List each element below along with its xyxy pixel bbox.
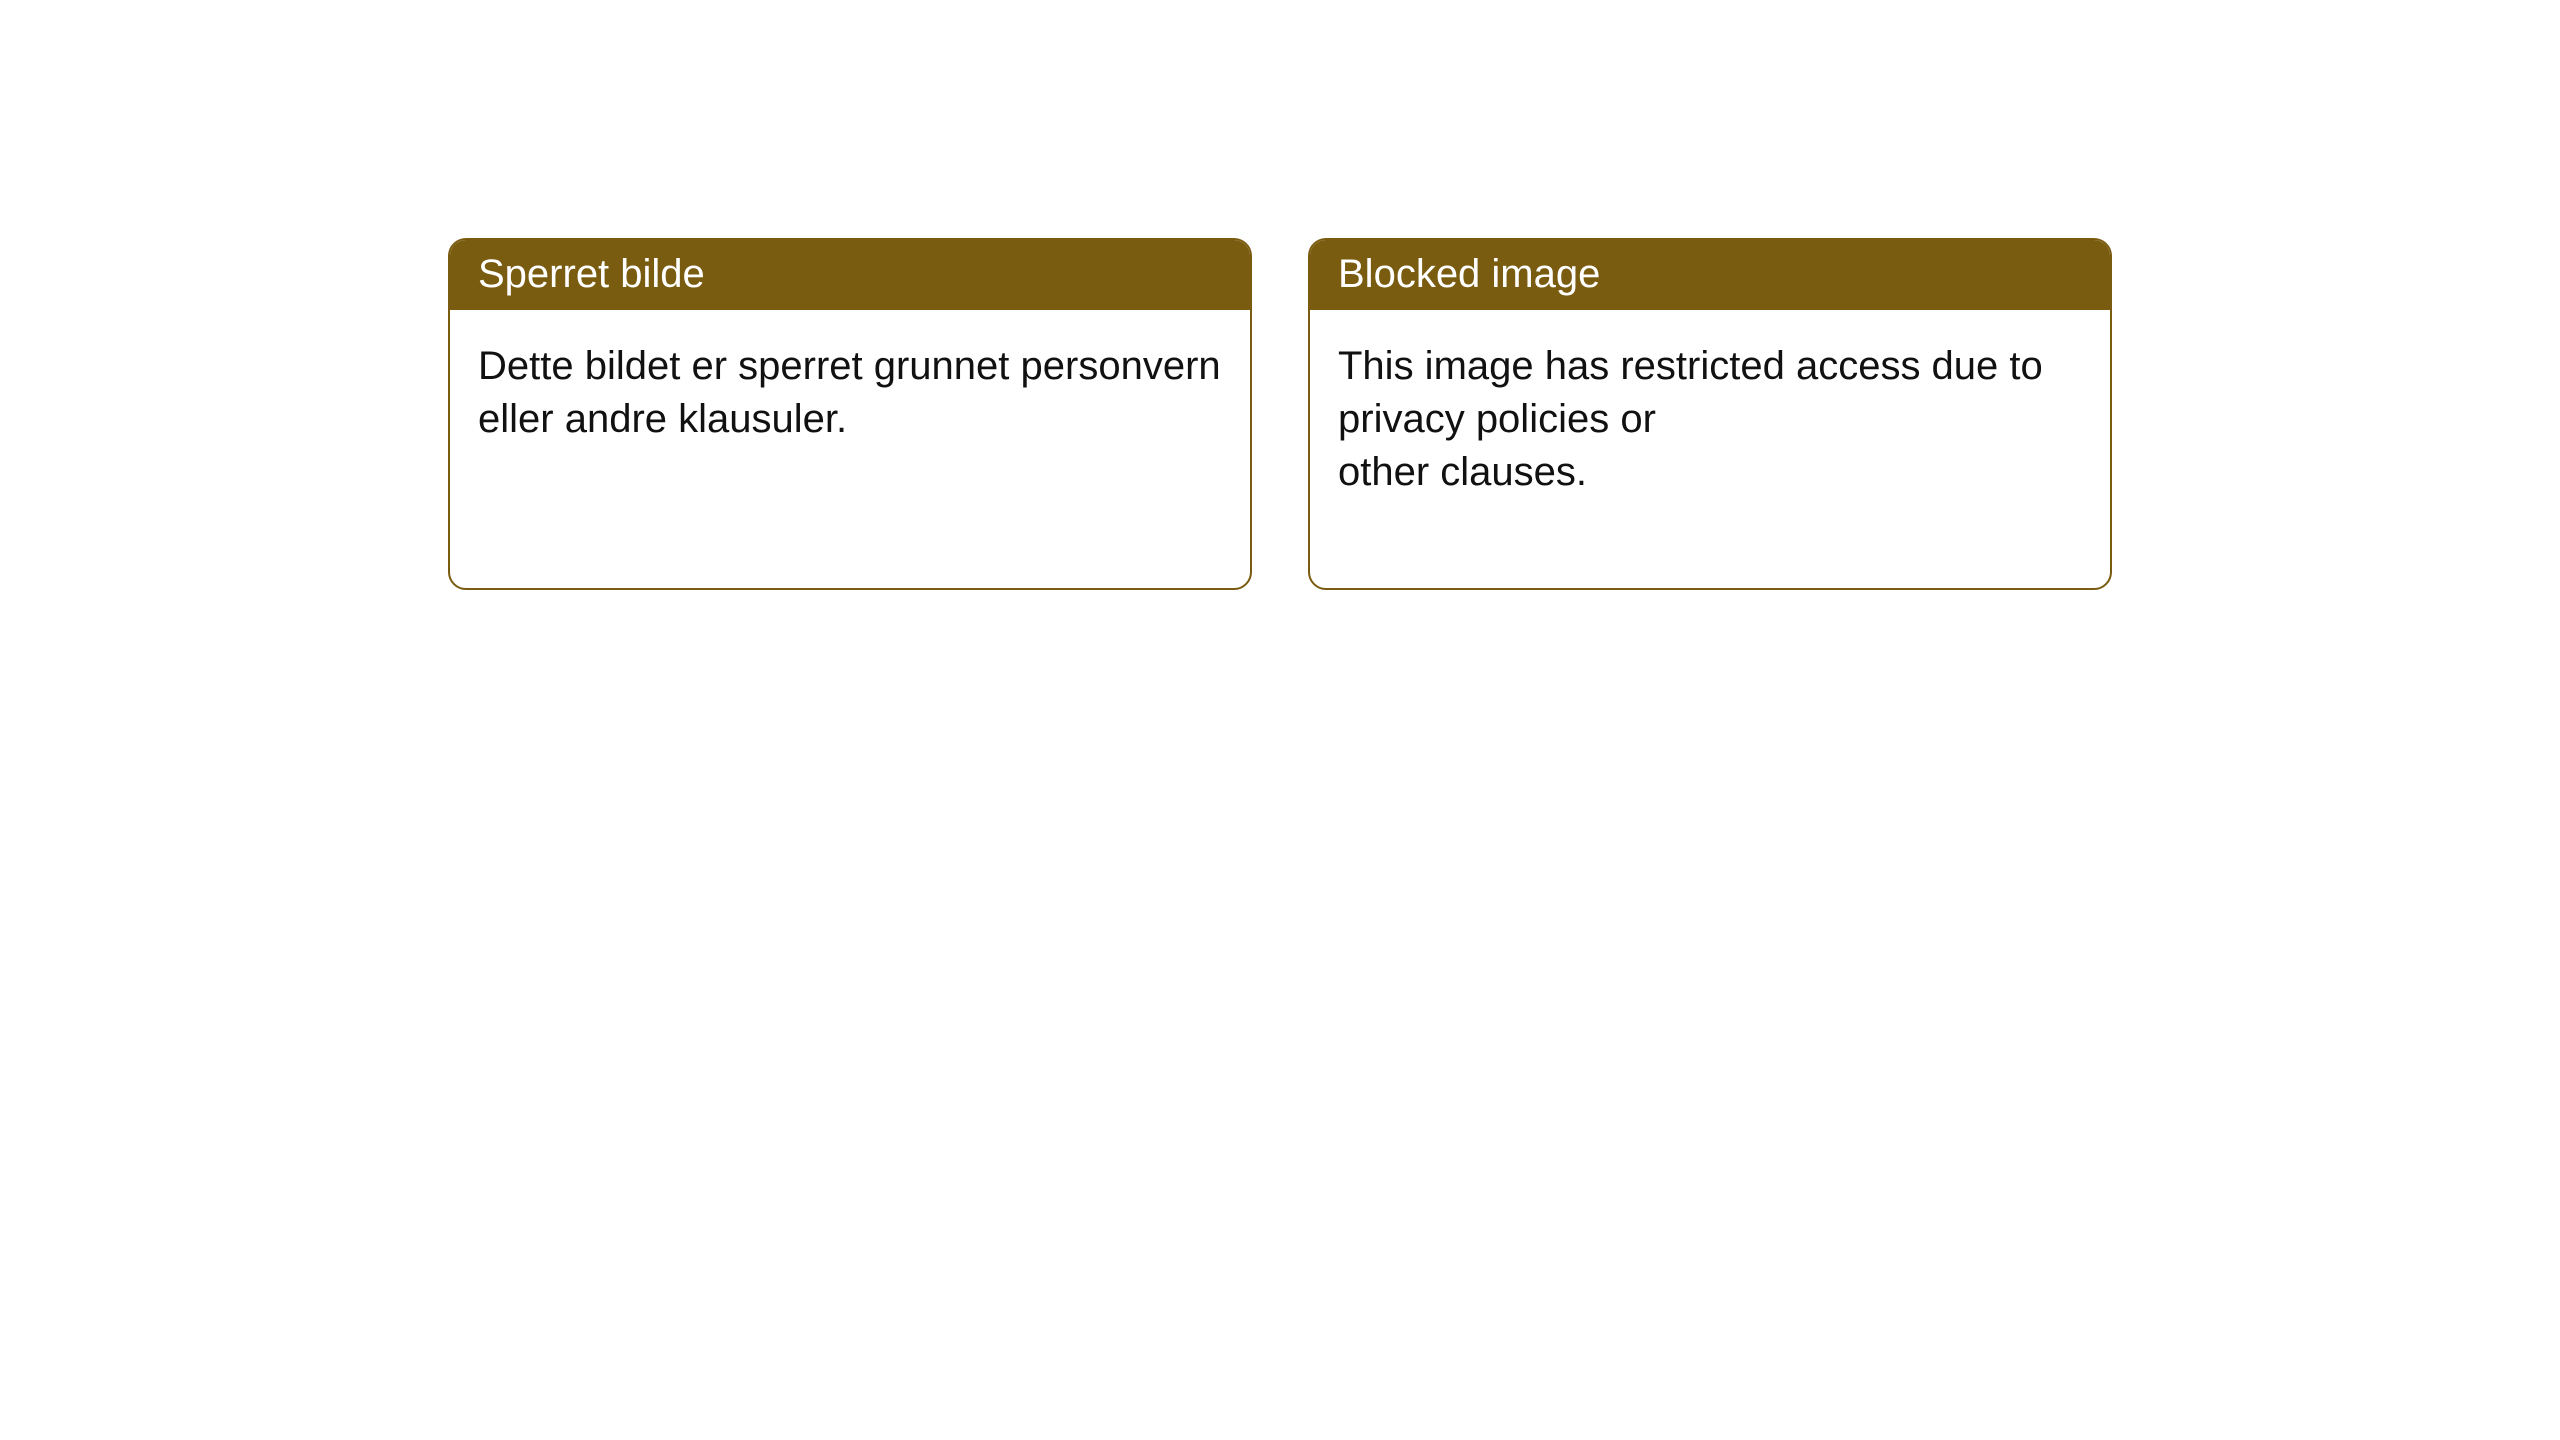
notice-card-header: Sperret bilde: [450, 240, 1250, 310]
notice-card-header: Blocked image: [1310, 240, 2110, 310]
notice-card-body: This image has restricted access due to …: [1310, 310, 2110, 588]
notice-card-english: Blocked image This image has restricted …: [1308, 238, 2112, 590]
notice-card-body: Dette bildet er sperret grunnet personve…: [450, 310, 1250, 580]
notice-cards-row: Sperret bilde Dette bildet er sperret gr…: [0, 0, 2560, 590]
notice-card-norwegian: Sperret bilde Dette bildet er sperret gr…: [448, 238, 1252, 590]
